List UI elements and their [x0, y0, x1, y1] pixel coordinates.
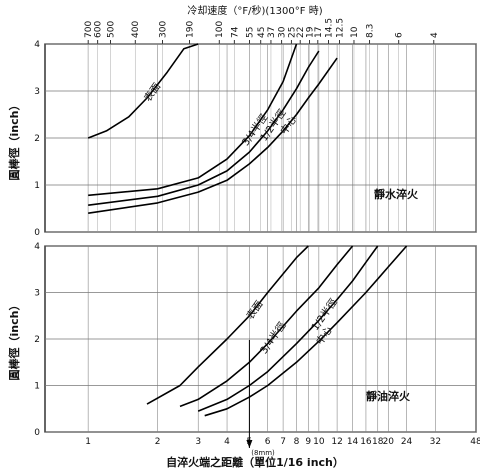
top-tick-label: 600 — [94, 21, 104, 38]
figure-frame — [44, 43, 477, 433]
top-tick-label: 8.3 — [366, 24, 376, 38]
top-tick-label: 37 — [267, 27, 277, 38]
y-tick-label: 0 — [34, 428, 40, 438]
bottom-tick-label: 3 — [195, 437, 201, 447]
top-tick-label: 400 — [131, 21, 141, 38]
top-tick-label: 190 — [186, 21, 196, 38]
y-tick-label: 2 — [34, 134, 40, 144]
bottom-tick-label: 9 — [305, 437, 311, 447]
top-tick-label: 10 — [350, 26, 360, 38]
series-line-3 — [204, 245, 408, 417]
series-line-3 — [88, 57, 338, 214]
bottom-tick-label: 12 — [331, 437, 342, 447]
y-tick-label: 3 — [34, 87, 40, 97]
bottom-tick-label: 4 — [224, 437, 230, 447]
bottom-tick-label: 1 — [85, 437, 91, 447]
top-tick-label: 500 — [107, 21, 117, 38]
series-line-2 — [88, 50, 320, 206]
series-line-1 — [88, 43, 298, 197]
top-tick-label: 45 — [257, 27, 267, 38]
y-tick-label: 0 — [34, 228, 40, 238]
y-tick-label: 1 — [34, 382, 40, 392]
top-tick-label: 4 — [430, 32, 440, 38]
top-tick-label: 14.5 — [324, 18, 334, 38]
top-tick-label: 19 — [305, 26, 315, 38]
series-line-0 — [146, 245, 309, 405]
series-line-2 — [197, 245, 379, 412]
panel-title-oil: 靜油淬火 — [366, 389, 411, 403]
y-tick-label: 4 — [34, 40, 40, 50]
series-label: 3/4半徑 — [257, 319, 288, 356]
bottom-tick-label: 6 — [265, 437, 271, 447]
series-line-1 — [179, 245, 354, 408]
top-tick-label: 12.5 — [336, 18, 346, 38]
distance-marker-arrowhead — [246, 440, 253, 448]
bottom-tick-label: 32 — [430, 437, 441, 447]
bottom-tick-label: 14 — [347, 437, 359, 447]
y-axis-label-oil: 圓棒徑（inch） — [7, 300, 21, 381]
top-tick-label: 55 — [245, 27, 255, 38]
bottom-tick-label: 2 — [155, 437, 161, 447]
bottom-tick-label: 7 — [280, 437, 286, 447]
bottom-tick-label: 5 — [247, 437, 253, 447]
y-tick-label: 2 — [34, 335, 40, 345]
bottom-tick-label: 18 — [372, 437, 384, 447]
top-tick-label: 700 — [84, 21, 94, 38]
y-tick-label: 1 — [34, 181, 40, 191]
panel-title-water: 靜水淬火 — [374, 187, 419, 201]
bottom-marker-label: (8mm) — [251, 449, 275, 457]
top-tick-label: 22 — [296, 27, 306, 38]
top-tick-label: 30 — [278, 26, 288, 38]
top-tick-label: 17 — [314, 27, 324, 38]
bottom-tick-label: 24 — [401, 437, 413, 447]
bottom-tick-label: 48 — [470, 437, 480, 447]
top-tick-label: 100 — [215, 21, 225, 38]
x-axis-title: 自淬火端之距離（單位1/16 inch） — [166, 455, 344, 469]
y-tick-label: 4 — [34, 242, 40, 252]
y-tick-label: 3 — [34, 289, 40, 299]
bottom-tick-label: 16 — [360, 437, 372, 447]
bottom-axis-ticks: 1 2 3 4 5 6 7 8 9 10 12 14 16 18 20 24 32 48 — [85, 437, 480, 447]
bottom-tick-label: 10 — [313, 437, 325, 447]
series-line-0 — [87, 43, 199, 139]
top-tick-label: 74 — [230, 26, 240, 38]
bottom-tick-label: 20 — [383, 437, 395, 447]
top-tick-label: 6 — [395, 32, 405, 38]
bottom-tick-label: 8 — [294, 437, 300, 447]
top-tick-label: 300 — [158, 21, 168, 38]
top-tick-label: 25 — [287, 27, 297, 38]
top-axis-title: 冷却速度（°F/秒)(1300°F 時) — [187, 4, 322, 17]
y-axis-label-water: 圓棒徑（inch） — [7, 100, 21, 181]
